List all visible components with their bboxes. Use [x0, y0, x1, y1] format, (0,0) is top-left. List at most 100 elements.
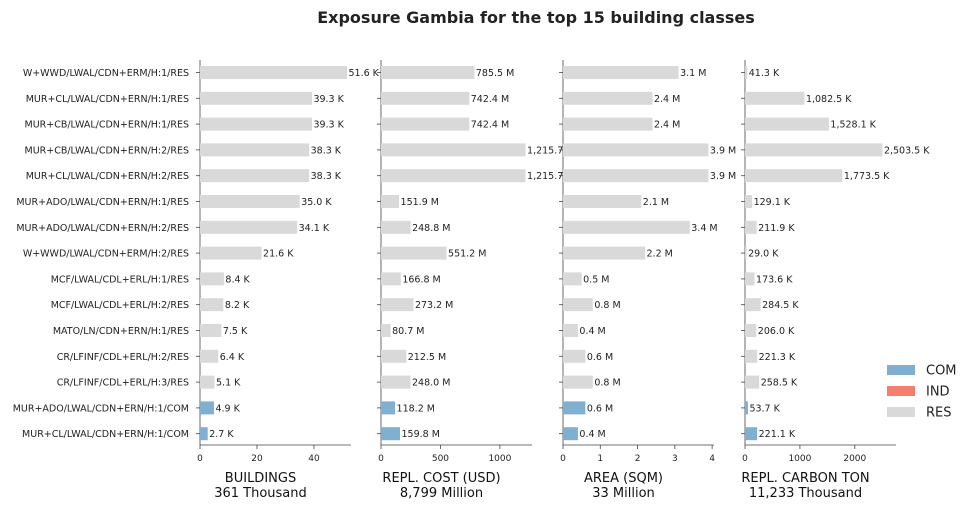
- data-label: 2.4 M: [654, 120, 680, 131]
- data-label: 39.3 K: [313, 120, 344, 131]
- category-label: CR/LFINF/CDL+ERL/H:2/RES: [57, 352, 189, 363]
- bar: [745, 66, 748, 79]
- bar: [563, 349, 586, 363]
- data-label: 35.0 K: [301, 197, 332, 208]
- bar: [200, 375, 215, 389]
- data-label: 551.2 M: [448, 249, 486, 260]
- bar: [381, 375, 411, 389]
- x-tick-label: 0: [378, 454, 384, 464]
- legend-label: RES: [926, 406, 952, 421]
- bar: [745, 401, 748, 415]
- bar: [563, 66, 679, 79]
- bar: [563, 324, 578, 337]
- data-label: 273.2 M: [415, 300, 453, 311]
- x-tick-label: 20: [251, 454, 263, 464]
- bar: [381, 220, 411, 234]
- bar: [563, 220, 690, 234]
- bar: [563, 195, 642, 208]
- bar: [563, 272, 582, 286]
- bar: [563, 401, 586, 415]
- data-label: 221.3 K: [759, 352, 796, 363]
- bar: [200, 349, 219, 363]
- data-label: 742.4 M: [471, 120, 509, 131]
- bar: [563, 298, 593, 312]
- x-tick-label: 0: [560, 454, 566, 464]
- bar: [200, 298, 224, 312]
- data-label: 129.1 K: [754, 197, 791, 208]
- data-label: 173.6 K: [756, 274, 793, 285]
- category-label: MUR+ADO/LWAL/CDN+ERN/H:1/COM: [13, 403, 189, 414]
- data-label: 3.4 M: [691, 223, 717, 234]
- data-label: 38.3 K: [311, 145, 342, 156]
- category-label: MUR+CL/LWAL/CDN+ERN/H:1/COM: [22, 429, 189, 440]
- x-axis-total: 8,799 Million: [400, 486, 483, 501]
- bar: [745, 195, 753, 208]
- data-label: 2.4 M: [654, 94, 680, 105]
- x-axis-label: REPL. CARBON TON: [741, 471, 869, 486]
- data-label: 0.5 M: [583, 274, 609, 285]
- bar: [381, 195, 400, 208]
- bar: [381, 401, 396, 415]
- chart-title: Exposure Gambia for the top 15 building …: [317, 8, 755, 27]
- bar: [200, 143, 310, 157]
- bar: [563, 169, 709, 183]
- data-label: 39.3 K: [313, 94, 344, 105]
- data-label: 151.9 M: [401, 197, 439, 208]
- data-label: 0.8 M: [594, 378, 620, 389]
- x-axis-label: AREA (SQM): [584, 471, 663, 486]
- data-label: 1,082.5 K: [806, 94, 852, 105]
- x-tick-label: 1: [597, 454, 603, 464]
- data-label: 0.8 M: [594, 300, 620, 311]
- data-label: 80.7 M: [392, 326, 424, 337]
- data-label: 51.6 K: [349, 68, 380, 79]
- bar: [381, 143, 526, 157]
- data-label: 206.0 K: [758, 326, 795, 337]
- bar: [200, 272, 224, 286]
- data-label: 6.4 K: [220, 352, 245, 363]
- data-label: 742.4 M: [471, 94, 509, 105]
- data-label: 248.0 M: [412, 378, 450, 389]
- bar: [563, 375, 593, 389]
- bar: [745, 324, 757, 337]
- x-axis-total: 361 Thousand: [214, 486, 307, 501]
- bar: [200, 324, 222, 337]
- x-axis-label: BUILDINGS: [225, 471, 296, 486]
- bar: [381, 246, 447, 260]
- data-label: 4.9 K: [215, 403, 240, 414]
- bar: [381, 91, 470, 105]
- data-label: 1,215.7: [527, 145, 563, 156]
- data-label: 8.2 K: [225, 300, 250, 311]
- x-tick-label: 500: [432, 454, 449, 464]
- bar: [381, 66, 475, 79]
- bar: [381, 349, 407, 363]
- data-label: 118.2 M: [397, 403, 435, 414]
- bar: [200, 246, 262, 260]
- bar: [745, 427, 758, 441]
- x-tick-label: 1000: [788, 454, 811, 464]
- data-label: 1,215.7: [527, 171, 563, 182]
- x-tick-label: 1000: [488, 454, 511, 464]
- bar: [563, 143, 709, 157]
- data-label: 248.8 M: [412, 223, 450, 234]
- x-tick-label: 3: [672, 454, 678, 464]
- category-label: MCF/LWAL/CDL+ERL/H:2/RES: [51, 300, 189, 311]
- x-axis-label: REPL. COST (USD): [382, 471, 500, 486]
- data-label: 0.6 M: [587, 352, 613, 363]
- bar: [200, 66, 348, 79]
- bar: [200, 427, 208, 441]
- data-label: 211.9 K: [758, 223, 795, 234]
- bar: [745, 272, 755, 286]
- x-tick-label: 0: [742, 454, 748, 464]
- data-label: 2,503.5 K: [884, 145, 930, 156]
- data-label: 3.9 M: [710, 145, 736, 156]
- data-label: 212.5 M: [408, 352, 446, 363]
- data-label: 1,528.1 K: [830, 120, 876, 131]
- category-label: MCF/LWAL/CDL+ERL/H:1/RES: [51, 274, 189, 285]
- bar: [745, 117, 829, 131]
- bar: [563, 246, 646, 260]
- x-tick-label: 2: [635, 454, 641, 464]
- data-label: 29.0 K: [748, 249, 779, 260]
- category-label: W+WWD/LWAL/CDN+ERM/H:1/RES: [23, 68, 189, 79]
- data-label: 2.2 M: [647, 249, 673, 260]
